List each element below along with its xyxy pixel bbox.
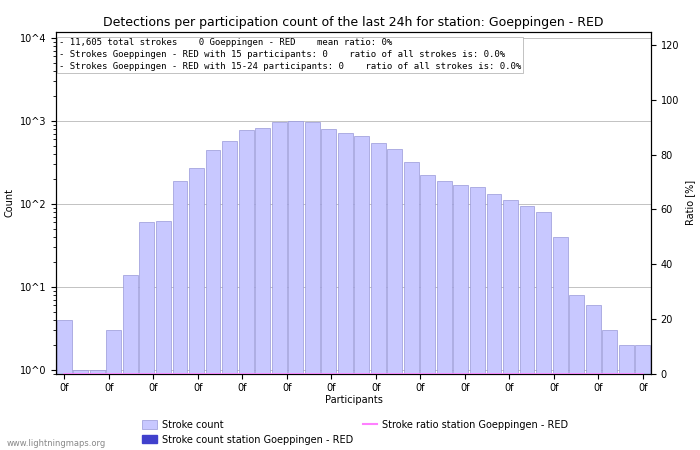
Bar — [553, 237, 568, 450]
Bar — [454, 185, 468, 450]
Bar — [602, 330, 617, 450]
Bar — [486, 194, 501, 450]
Title: Detections per participation count of the last 24h for station: Goeppingen - RED: Detections per participation count of th… — [104, 16, 603, 29]
Bar — [338, 133, 353, 450]
Bar — [304, 122, 320, 450]
Bar — [470, 187, 485, 450]
Text: www.lightningmaps.org: www.lightningmaps.org — [7, 439, 106, 448]
Bar — [172, 181, 188, 450]
Y-axis label: Ratio [%]: Ratio [%] — [685, 180, 695, 225]
Bar — [421, 176, 435, 450]
Bar — [239, 130, 253, 450]
Bar — [106, 330, 121, 450]
Bar — [123, 274, 138, 450]
Bar — [387, 149, 402, 450]
Legend: Stroke count, Stroke count station Goeppingen - RED, Stroke ratio station Goeppi: Stroke count, Stroke count station Goepp… — [138, 416, 572, 449]
Bar — [90, 370, 105, 450]
Bar — [404, 162, 419, 450]
Bar — [189, 168, 204, 450]
Bar — [74, 370, 88, 450]
Bar — [222, 140, 237, 450]
Bar — [256, 128, 270, 450]
Bar — [139, 222, 154, 450]
Bar — [57, 320, 71, 450]
Y-axis label: Count: Count — [4, 188, 14, 217]
Bar — [321, 129, 336, 450]
Bar — [619, 345, 634, 450]
X-axis label: Participants: Participants — [325, 395, 382, 405]
Bar — [371, 143, 386, 450]
Bar — [503, 200, 518, 450]
Bar — [519, 206, 535, 450]
Bar — [437, 181, 452, 450]
Bar — [288, 122, 303, 450]
Bar — [272, 122, 286, 450]
Bar — [206, 150, 220, 450]
Bar — [536, 212, 551, 450]
Text: - 11,605 total strokes    0 Goeppingen - RED    mean ratio: 0%
- Strokes Goeppin: - 11,605 total strokes 0 Goeppingen - RE… — [59, 38, 522, 71]
Bar — [156, 221, 171, 450]
Bar — [636, 345, 650, 450]
Bar — [569, 295, 584, 450]
Bar — [354, 136, 369, 450]
Bar — [586, 305, 601, 450]
